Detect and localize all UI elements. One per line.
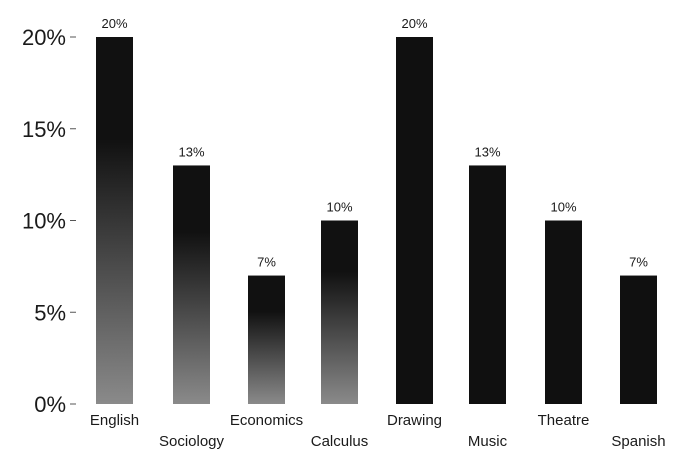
data-label-theatre: 10% <box>550 200 576 215</box>
bar-music <box>469 165 506 404</box>
y-tick-label: 15% <box>22 117 66 142</box>
x-tick-label-sociology: Sociology <box>159 433 225 450</box>
bar-spanish <box>620 275 657 404</box>
x-tick-label-calculus: Calculus <box>311 433 369 450</box>
bar-sociology <box>173 165 210 404</box>
x-tick-label-theatre: Theatre <box>538 412 590 429</box>
bar-theatre <box>545 220 582 404</box>
data-label-spanish: 7% <box>629 255 648 270</box>
data-label-drawing: 20% <box>401 16 427 31</box>
y-tick-label: 5% <box>34 300 66 325</box>
data-label-music: 13% <box>474 144 500 159</box>
bar-drawing <box>396 37 433 404</box>
x-tick-label-english: English <box>90 412 139 429</box>
data-label-calculus: 10% <box>326 200 352 215</box>
data-label-sociology: 13% <box>178 144 204 159</box>
y-tick-label: 10% <box>22 209 66 234</box>
x-tick-label-economics: Economics <box>230 412 303 429</box>
y-tick-label: 20% <box>22 25 66 50</box>
bar-english <box>96 37 133 404</box>
x-tick-label-spanish: Spanish <box>611 433 665 450</box>
x-axis: English Sociology Economics Calculus Drawing… <box>90 412 666 450</box>
y-tick-label: 0% <box>34 392 66 417</box>
bar-economics <box>248 275 285 404</box>
data-labels: 20% 13% 7% 10% 20% 13% 10% 7% <box>101 16 648 270</box>
data-label-english: 20% <box>101 16 127 31</box>
bars <box>96 37 657 404</box>
bar-calculus <box>321 220 358 404</box>
x-tick-label-music: Music <box>468 433 508 450</box>
data-label-economics: 7% <box>257 255 276 270</box>
x-tick-label-drawing: Drawing <box>387 412 442 429</box>
y-axis: 0% 5% 10% 15% 20% <box>22 25 76 417</box>
